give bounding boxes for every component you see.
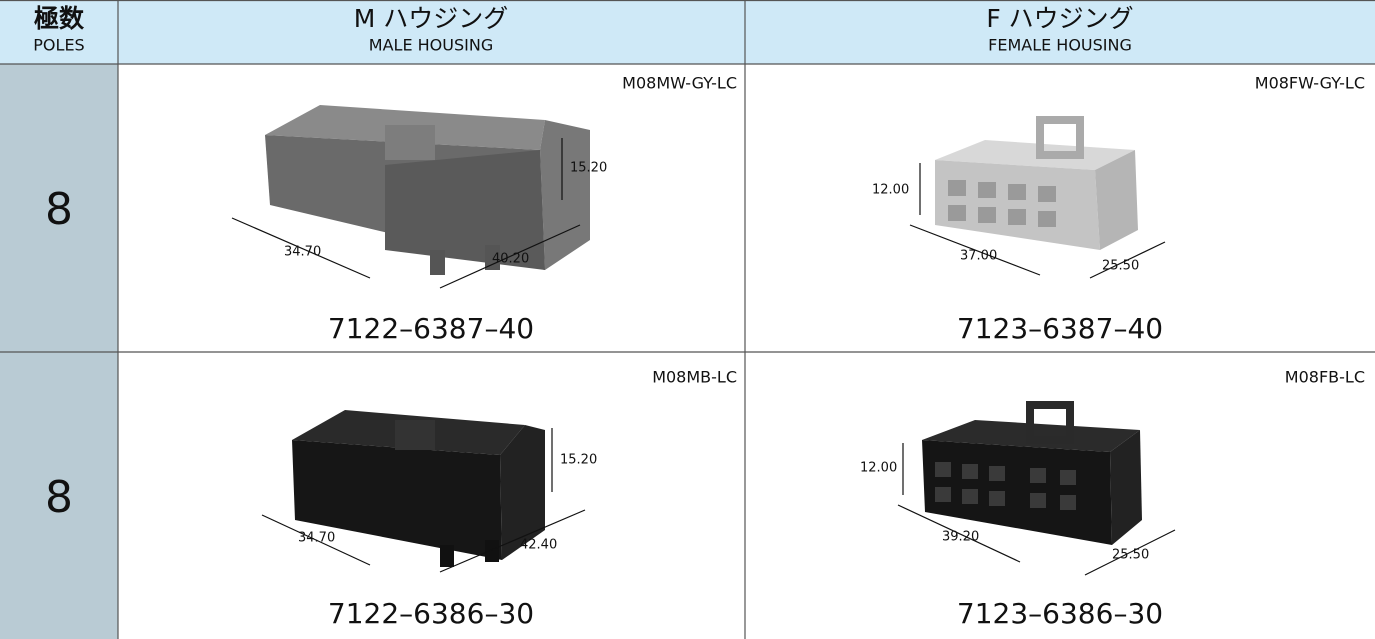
part-number: 7123–6387–40: [957, 312, 1163, 345]
header-female-en: FEMALE HOUSING: [988, 36, 1132, 55]
poles-count: 8: [45, 184, 73, 235]
dimension-label: 39.20: [942, 530, 979, 545]
dimension-label: 34.70: [298, 531, 335, 546]
header-poles-jp: 極数: [34, 4, 85, 33]
dimension-label: 34.70: [284, 245, 321, 260]
female-connector-image: [935, 116, 1138, 250]
dimension-label: 12.00: [872, 183, 909, 198]
dimension-arrows: [261, 428, 586, 573]
male-connector-image: [265, 105, 590, 275]
header-female-jp: F ハウジング: [986, 4, 1133, 33]
part-number: 7122–6386–30: [328, 597, 534, 630]
part-number: 7122–6387–40: [328, 312, 534, 345]
male-connector-image: [292, 410, 545, 567]
dimension-label: 15.20: [570, 161, 607, 176]
dimension-label: 25.50: [1102, 259, 1139, 274]
dimension-label: 42.40: [520, 538, 557, 553]
dimension-arrows: [231, 138, 581, 289]
dimension-label: 12.00: [860, 461, 897, 476]
header-bg: [0, 0, 1375, 64]
poles-count: 8: [45, 472, 73, 523]
dimension-arrows: [897, 443, 1176, 576]
female-connector-image: [922, 401, 1142, 545]
dimension-label: 25.50: [1112, 548, 1149, 563]
dimension-label: 37.00: [960, 249, 997, 264]
dimension-arrows: [909, 163, 1166, 279]
dimension-label: 15.20: [560, 453, 597, 468]
model-code: M08MB-LC: [652, 368, 737, 387]
model-code: M08MW-GY-LC: [622, 74, 737, 93]
header-poles-en: POLES: [33, 36, 84, 55]
header-male-en: MALE HOUSING: [369, 36, 493, 55]
model-code: M08FB-LC: [1285, 368, 1365, 387]
header-male-jp: M ハウジング: [354, 4, 509, 33]
model-code: M08FW-GY-LC: [1255, 74, 1365, 93]
part-number: 7123–6386–30: [957, 597, 1163, 630]
dimension-label: 40.20: [492, 252, 529, 267]
